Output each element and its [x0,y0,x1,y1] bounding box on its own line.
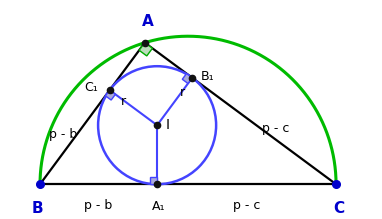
Text: p - b: p - b [49,128,77,141]
Polygon shape [139,43,152,56]
Text: B₁: B₁ [201,70,215,83]
Text: I: I [166,118,170,132]
Text: A: A [142,14,154,29]
Text: A₁: A₁ [152,200,165,213]
Text: r: r [120,95,126,108]
Text: p - b: p - b [84,199,113,212]
Polygon shape [182,74,192,83]
Text: C: C [333,201,345,215]
Text: C₁: C₁ [84,81,98,94]
Polygon shape [150,177,157,184]
Text: p - c: p - c [233,199,260,212]
Text: p - c: p - c [262,122,290,134]
Text: B: B [31,201,43,215]
Polygon shape [105,90,115,100]
Text: r: r [180,86,185,99]
